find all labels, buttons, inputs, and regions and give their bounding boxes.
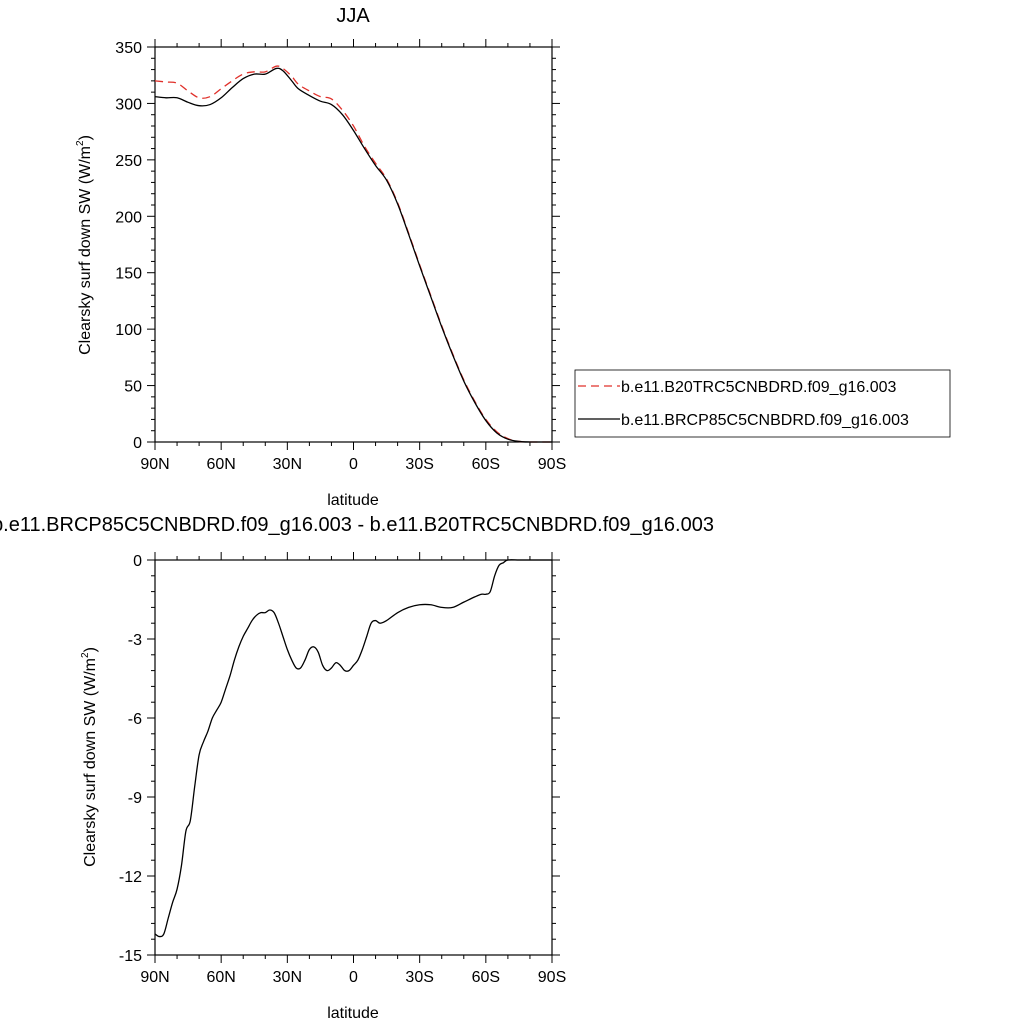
top-chart-ylabel: Clearsky surf down SW (W/m2) (75, 135, 94, 355)
y-tick-label: 0 (133, 553, 142, 570)
x-tick-label: 0 (349, 456, 358, 473)
series-line-0-1 (154, 67, 552, 443)
y-tick-label: 350 (115, 40, 142, 57)
series-line-1-0 (154, 559, 552, 938)
bottom-chart-ylabel: Clearsky surf down SW (W/m2) (80, 647, 99, 867)
x-tick-label: 30N (273, 456, 302, 473)
x-tick-label: 90S (538, 456, 566, 473)
bottom-chart: b.e11.BRCP85C5CNBDRD.f09_g16.003 - b.e11… (0, 514, 714, 1022)
legend-label-brcp85: b.e11.BRCP85C5CNBDRD.f09_g16.003 (621, 412, 909, 429)
top-chart-ticks (147, 39, 560, 450)
series-line-0-0 (154, 65, 552, 443)
y-tick-label: -12 (119, 869, 142, 886)
bottom-chart-ticks (147, 552, 560, 963)
x-tick-label: 30S (405, 456, 433, 473)
bottom-chart-x-tick-labels: 90N 60N 30N 0 30S 60S 90S (140, 969, 566, 986)
legend-label-b20trc: b.e11.B20TRC5CNBDRD.f09_g16.003 (621, 379, 897, 396)
top-chart-xlabel: latitude (327, 492, 379, 509)
y-tick-label: 0 (133, 435, 142, 452)
y-tick-label: 50 (124, 379, 142, 396)
bottom-chart-series (154, 559, 552, 938)
y-tick-label: 200 (115, 209, 142, 226)
x-tick-label: 30S (405, 969, 433, 986)
top-chart-series (154, 65, 552, 443)
y-tick-label: -15 (119, 948, 142, 965)
x-tick-label: 60S (472, 456, 500, 473)
x-tick-label: 60N (206, 969, 235, 986)
top-chart: JJA 0 50 100 150 200 250 300 350 90N 60N 30N 0 30S 6… (75, 5, 566, 509)
y-tick-label: 250 (115, 153, 142, 170)
x-tick-label: 0 (349, 969, 358, 986)
x-tick-label: 90N (140, 969, 169, 986)
top-chart-frame (154, 46, 553, 443)
y-tick-label: -3 (128, 632, 142, 649)
bottom-chart-y-tick-labels: 0 -3 -6 -9 -12 -15 (119, 553, 142, 965)
top-chart-title: JJA (336, 5, 370, 27)
x-tick-label: 30N (273, 969, 302, 986)
legend: b.e11.B20TRC5CNBDRD.f09_g16.003 b.e11.BR… (574, 369, 951, 438)
y-tick-label: 100 (115, 322, 142, 339)
x-tick-label: 60S (472, 969, 500, 986)
bottom-chart-frame (154, 559, 553, 956)
y-tick-label: -9 (128, 790, 142, 807)
top-chart-y-tick-labels: 0 50 100 150 200 250 300 350 (115, 40, 142, 452)
top-chart-x-tick-labels: 90N 60N 30N 0 30S 60S 90S (140, 456, 566, 473)
x-tick-label: 90N (140, 456, 169, 473)
x-tick-label: 90S (538, 969, 566, 986)
bottom-chart-xlabel: latitude (327, 1005, 379, 1022)
y-tick-label: 150 (115, 266, 142, 283)
y-tick-label: 300 (115, 96, 142, 113)
legend-box (574, 369, 951, 438)
y-tick-label: -6 (128, 711, 142, 728)
x-tick-label: 60N (206, 456, 235, 473)
bottom-chart-title: b.e11.BRCP85C5CNBDRD.f09_g16.003 - b.e11… (0, 514, 714, 536)
